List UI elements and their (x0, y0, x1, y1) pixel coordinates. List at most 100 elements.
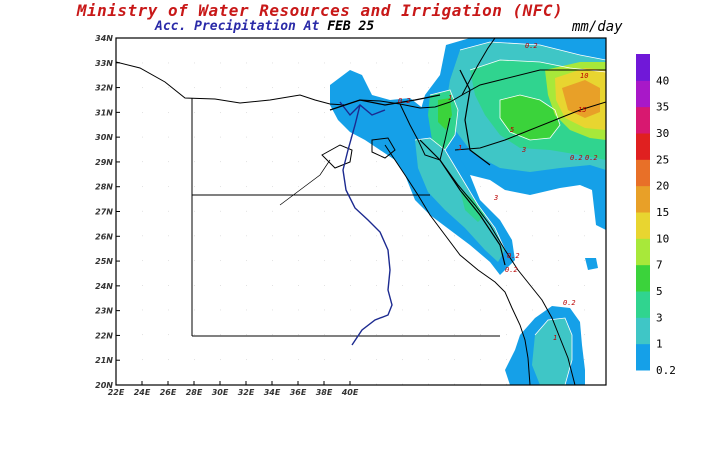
contour-label: 0.2 (563, 299, 576, 307)
precip-region-15 (562, 80, 600, 118)
lon-tick-label: 38E (316, 388, 333, 397)
lon-tick-label: 34E (264, 388, 281, 397)
contour-line (414, 137, 506, 251)
contour-label: 1 (448, 94, 452, 102)
colorbar-swatch (636, 80, 650, 108)
contour-label: 0.2 (525, 42, 538, 50)
lat-tick-label: 24N (95, 282, 113, 291)
colorbar-swatch (636, 291, 650, 318)
nile-valley-edge (279, 159, 331, 206)
lat-tick-label: 31N (95, 108, 113, 117)
colorbar-swatch (636, 133, 650, 160)
colorbar-swatch (636, 106, 650, 134)
border-levant (461, 69, 606, 96)
contour-label: 0.2 (570, 154, 583, 162)
contour-label: 3 (521, 146, 526, 154)
lon-tick-label: 30E (212, 388, 229, 397)
colorbar-swatch (636, 264, 650, 292)
colorbar-level-label: 5 (656, 285, 663, 298)
lat-tick-label: 29N (95, 158, 113, 167)
precip-region-5 (500, 95, 560, 140)
colorbar-level-label: 1 (656, 338, 663, 351)
colorbar-swatch (636, 185, 650, 213)
lat-tick-label: 22N (95, 331, 113, 340)
contour-line (429, 89, 459, 151)
contour-label: 3 (493, 194, 498, 202)
lat-tick-label: 32N (95, 84, 113, 93)
latitude-axis: 20N 21N 22N 23N 24N 25N 26N 27N 28N 29N 30N 31N 32N 3… (95, 34, 120, 390)
lat-tick-label: 28N (95, 183, 113, 192)
colorbar-level-label: 20 (656, 180, 669, 193)
colorbar-level-label: 15 (656, 206, 669, 219)
colorbar-level-label: 25 (656, 153, 669, 166)
colorbar-level-label: 3 (656, 311, 663, 324)
sinai-outline (371, 137, 396, 159)
lat-tick-label: 21N (95, 356, 113, 365)
colorbar-level-label: 40 (656, 74, 669, 87)
units-label: mm/day (572, 19, 623, 35)
subtitle-date: FEB 25 (327, 19, 375, 34)
lon-tick-label: 24E (134, 388, 151, 397)
lat-tick-label: 20N (95, 381, 113, 390)
coastline-red-sea-west (384, 144, 531, 385)
lon-tick-label: 32E (238, 388, 255, 397)
contour-labels: 0.2 1 3 5 10 15 0.2 0.2 1 3 0.2 1 0.2 0.… (398, 42, 598, 342)
precip-region-0.2-small (585, 258, 598, 270)
contour-label: 0.2 (585, 154, 598, 162)
precip-region-5-delta (438, 98, 452, 130)
lon-tick-label: 40E (341, 388, 359, 397)
lat-tick-label: 33N (95, 59, 113, 68)
precip-region-1-redsea (532, 318, 572, 385)
lat-tick-label: 25N (95, 257, 113, 266)
map-title: Ministry of Water Resources and Irrigati… (76, 1, 564, 20)
contour-label: 5 (510, 126, 514, 134)
nile-delta-branch (339, 101, 386, 117)
map-subtitle: Acc. Precipitation At FEB 25 (155, 19, 374, 34)
lat-tick-label: 26N (95, 232, 113, 241)
oasis-outline (321, 144, 353, 169)
lat-tick-label: 30N (95, 133, 113, 142)
border-jordan (454, 101, 606, 151)
contour-line (499, 94, 561, 141)
colorbar-level-label: 30 (656, 127, 669, 140)
contour-label: 0.2 (398, 97, 411, 105)
contour-label: 0.2 (507, 252, 520, 260)
border-sinai (399, 103, 451, 161)
colorbar-level-label: 7 (656, 259, 663, 272)
contour-line (459, 41, 606, 61)
colorbar-swatch (636, 317, 650, 345)
lon-tick-label: 28E (186, 388, 203, 397)
longitude-axis: 22E 24E 26E 28E 30E 32E 34E 36E 38E 40E (108, 381, 359, 397)
nile-river (339, 101, 393, 346)
precip-region-1-sinai (415, 138, 505, 262)
road-line (459, 69, 491, 166)
contour-label: 10 (580, 72, 588, 80)
lon-tick-label: 36E (290, 388, 307, 397)
nile-main (342, 104, 393, 346)
subtitle-label: Acc. Precipitation At (155, 19, 320, 34)
contour-label: 15 (578, 106, 586, 114)
road-line (419, 139, 506, 266)
lat-tick-label: 27N (95, 208, 113, 217)
road-line (329, 94, 441, 111)
colorbar-swatch (636, 54, 650, 81)
colorbar-level-label: 35 (656, 101, 669, 114)
road-lines (329, 69, 506, 266)
colorbar-swatch (636, 212, 650, 239)
lon-tick-label: 26E (160, 388, 177, 397)
contour-label: 1 (458, 144, 462, 152)
lat-tick-label: 34N (95, 34, 113, 43)
contour-line (534, 317, 573, 385)
lat-tick-label: 23N (95, 307, 113, 316)
coastline-red-sea-east (439, 159, 576, 385)
colorbar-swatch (636, 159, 650, 187)
precipitation-field (330, 38, 606, 385)
colorbar-swatch (636, 238, 650, 266)
contour-line (469, 59, 606, 73)
contour-lines (414, 41, 606, 385)
colorbar-level-label: 10 (656, 232, 669, 245)
colorbar-swatch (636, 343, 650, 371)
lon-tick-label: 22E (108, 388, 125, 397)
